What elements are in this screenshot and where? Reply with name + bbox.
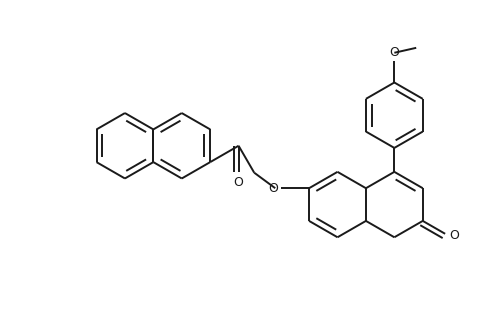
Text: O: O bbox=[389, 46, 399, 59]
Text: O: O bbox=[449, 229, 459, 242]
Text: O: O bbox=[234, 177, 244, 189]
Text: O: O bbox=[268, 182, 278, 195]
